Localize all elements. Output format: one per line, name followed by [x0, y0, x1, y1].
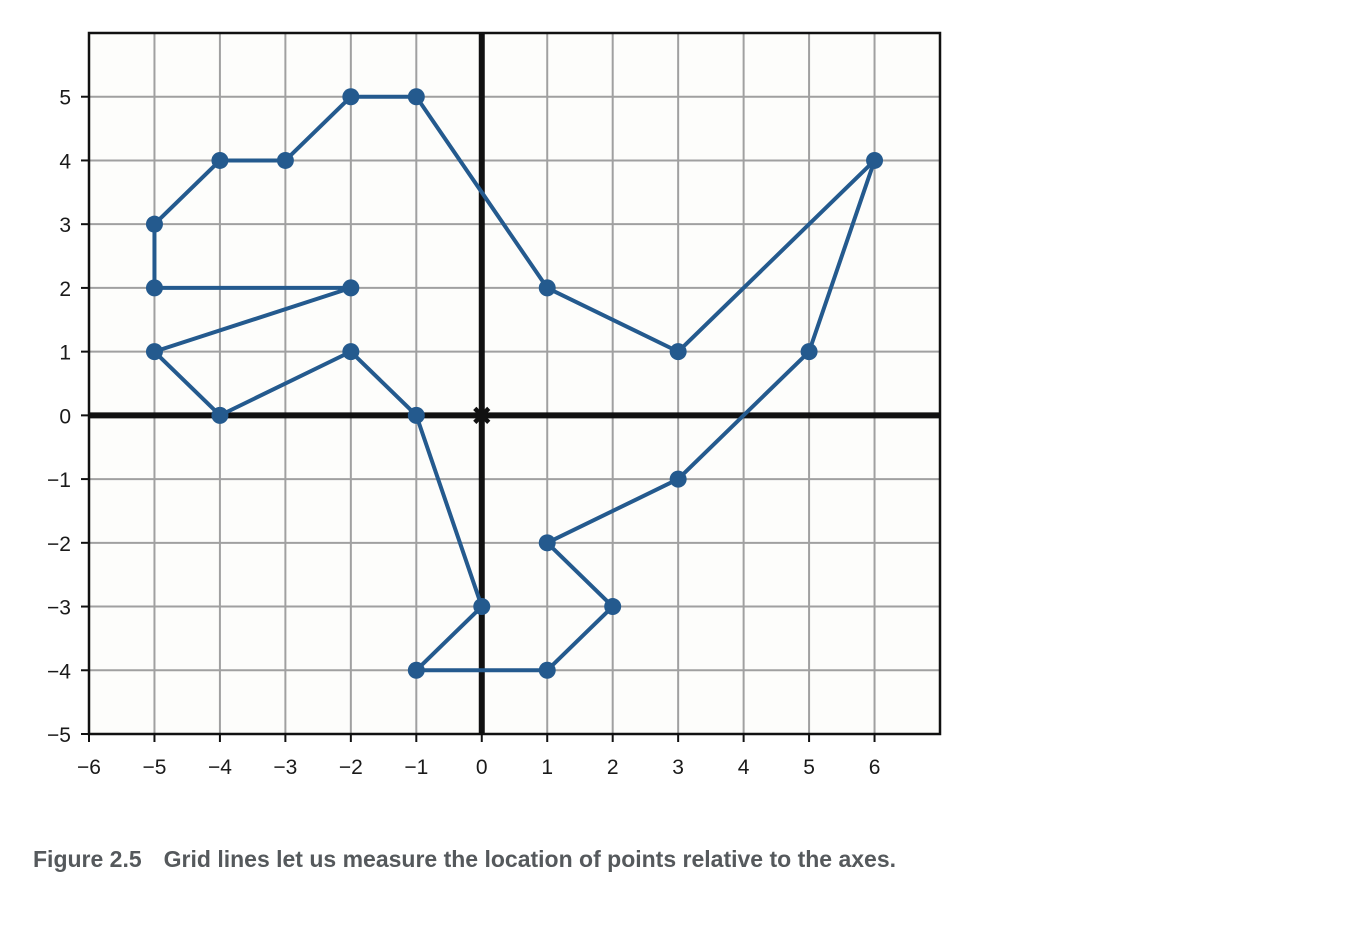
figure-caption: Figure 2.5 Grid lines let us measure the … — [33, 842, 953, 876]
axes — [89, 33, 940, 734]
data-point — [669, 343, 687, 361]
data-point — [538, 534, 556, 552]
data-point — [800, 343, 818, 361]
x-tick-label: 0 — [476, 756, 488, 779]
y-tick-labels: −5 −4 −3 −2 −1 0 1 2 3 4 5 — [47, 87, 71, 747]
data-point — [538, 279, 556, 297]
figure-number: Figure 2.5 — [33, 846, 142, 872]
data-point — [342, 343, 360, 361]
x-tick-labels: −6 −5 −4 −3 −2 −1 0 1 2 3 4 5 6 — [77, 756, 880, 779]
data-point — [866, 151, 884, 169]
x-tick-label: 3 — [672, 756, 684, 779]
origin-marker-stroke — [473, 406, 491, 424]
y-tick-label: −2 — [47, 533, 71, 556]
x-tick-label: 4 — [738, 756, 750, 779]
x-tick-label: −3 — [273, 756, 297, 779]
y-tick-label: 1 — [59, 342, 71, 365]
tick-marks — [81, 95, 876, 742]
y-tick-label: 3 — [59, 214, 71, 237]
y-tick-label: −3 — [47, 597, 71, 620]
data-point — [145, 279, 163, 297]
caption-text: Grid lines let us measure the location o… — [163, 846, 897, 872]
y-tick-label: −1 — [47, 469, 71, 492]
y-tick-label: −4 — [47, 660, 71, 683]
y-tick-label: −5 — [47, 724, 71, 747]
y-tick-label: 5 — [59, 87, 71, 110]
data-point — [145, 215, 163, 233]
x-tick-label: 2 — [607, 756, 619, 779]
data-point — [473, 598, 491, 616]
x-tick-label: −6 — [77, 756, 101, 779]
data-point — [342, 279, 360, 297]
data-point — [669, 470, 687, 488]
x-tick-label: 5 — [803, 756, 815, 779]
series-line — [152, 94, 877, 673]
data-point — [276, 151, 294, 169]
plot-frame-border — [87, 31, 942, 736]
y-tick-label: 4 — [59, 150, 71, 173]
chart: −6 −5 −4 −3 −2 −1 0 1 2 3 4 5 6 −5 −4 −3 −2 −1 0 1 2 3 4 5 — [47, 31, 942, 779]
x-tick-label: −2 — [339, 756, 363, 779]
data-point — [538, 661, 556, 679]
x-tick-label: −5 — [142, 756, 166, 779]
data-point — [407, 406, 425, 424]
data-series — [145, 88, 884, 679]
plot-frame — [87, 31, 942, 736]
x-tick-label: −4 — [208, 756, 232, 779]
y-tick-label: 0 — [59, 405, 71, 428]
x-tick-label: −1 — [404, 756, 428, 779]
x-tick-label: 1 — [541, 756, 553, 779]
data-point — [407, 661, 425, 679]
x-tick-label: 6 — [869, 756, 881, 779]
data-point — [211, 406, 229, 424]
data-point — [342, 88, 360, 106]
data-point — [145, 343, 163, 361]
plot-background — [89, 33, 940, 734]
y-tick-label: 2 — [59, 278, 71, 301]
data-point — [604, 598, 622, 616]
data-point — [407, 88, 425, 106]
origin-marker — [473, 406, 491, 424]
data-point — [211, 151, 229, 169]
